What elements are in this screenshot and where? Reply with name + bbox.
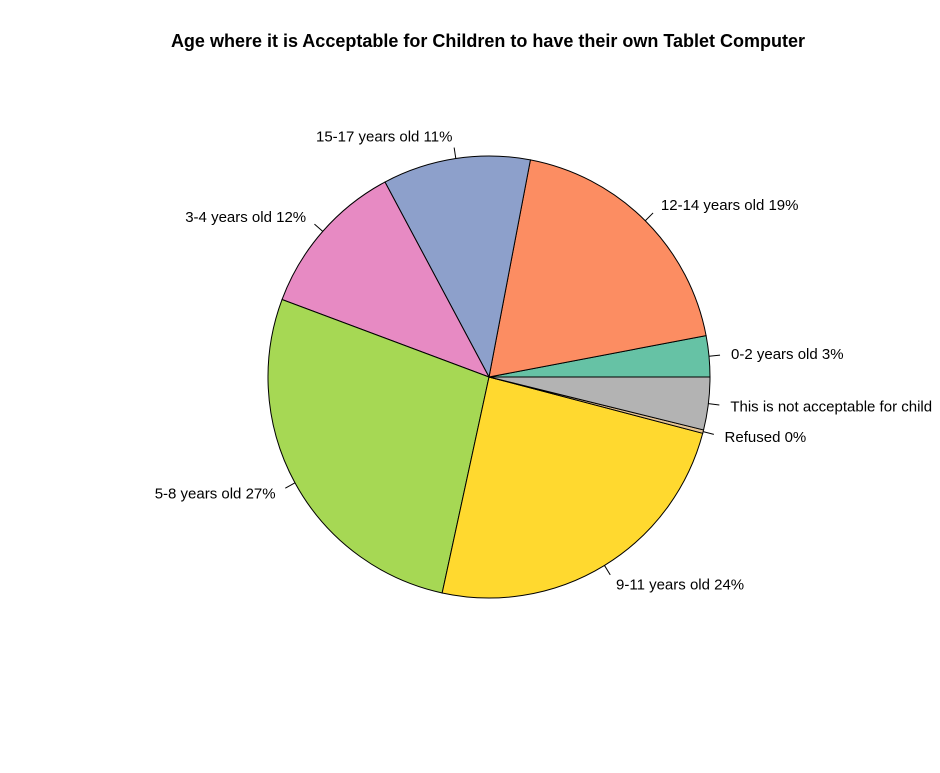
leader-line bbox=[453, 147, 457, 159]
pie-slice bbox=[384, 155, 531, 379]
slice-label: 0-2 years old 3% bbox=[731, 346, 844, 363]
slice-label: 15-17 years old 11% bbox=[316, 129, 452, 146]
chart-title: Age where it is Acceptable for Children … bbox=[171, 31, 805, 51]
leader-line bbox=[644, 212, 654, 222]
leader-line bbox=[314, 223, 324, 232]
pie-slices bbox=[267, 155, 711, 599]
slice-label: 12-14 years old 19% bbox=[661, 197, 799, 214]
pie-slice bbox=[267, 298, 490, 594]
slice-label: Refused 0% bbox=[725, 429, 807, 446]
slice-label: 3-4 years old 12% bbox=[185, 209, 306, 226]
pie-labels: 0-2 years old 3% 12-14 years old 19% 15-17… bbox=[155, 129, 932, 594]
leader-line bbox=[708, 403, 720, 406]
pie-slice bbox=[488, 376, 711, 431]
leader-line bbox=[285, 482, 296, 489]
slice-label: 9-11 years old 24% bbox=[616, 576, 744, 593]
slice-label: This is not acceptable for child bbox=[730, 398, 932, 415]
pie-slice bbox=[281, 181, 491, 378]
slice-label: 5-8 years old 27% bbox=[155, 485, 276, 502]
leader-line bbox=[703, 431, 714, 435]
leader-line bbox=[708, 354, 721, 357]
leader-line bbox=[604, 565, 611, 576]
